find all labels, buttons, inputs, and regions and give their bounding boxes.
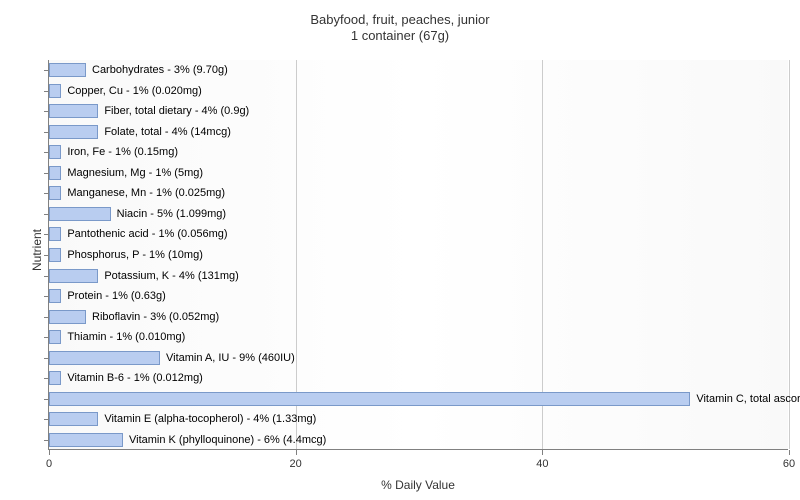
data-bar	[49, 125, 98, 139]
x-tick	[49, 450, 50, 455]
data-bar	[49, 248, 61, 262]
chart-title-line1: Babyfood, fruit, peaches, junior	[0, 12, 800, 27]
data-bar	[49, 104, 98, 118]
data-bar	[49, 371, 61, 385]
bar-label: Thiamin - 1% (0.010mg)	[61, 330, 185, 344]
bar-label: Protein - 1% (0.63g)	[61, 289, 165, 303]
bar-label: Vitamin C, total ascorbic acid - 52% (30…	[690, 392, 800, 406]
data-bar	[49, 84, 61, 98]
bar-label: Phosphorus, P - 1% (10mg)	[61, 248, 203, 262]
bar-label: Riboflavin - 3% (0.052mg)	[86, 310, 219, 324]
data-bar	[49, 330, 61, 344]
data-bar	[49, 227, 61, 241]
data-bar	[49, 63, 86, 77]
data-bar	[49, 412, 98, 426]
x-tick	[542, 450, 543, 455]
bar-label: Magnesium, Mg - 1% (5mg)	[61, 166, 203, 180]
bar-label: Vitamin B-6 - 1% (0.012mg)	[61, 371, 203, 385]
data-bar	[49, 186, 61, 200]
chart-title-line2: 1 container (67g)	[0, 28, 800, 43]
bar-label: Potassium, K - 4% (131mg)	[98, 269, 239, 283]
bar-label: Vitamin A, IU - 9% (460IU)	[160, 351, 295, 365]
x-tick-label: 0	[46, 458, 52, 470]
x-tick	[789, 450, 790, 455]
bar-label: Carbohydrates - 3% (9.70g)	[86, 63, 228, 77]
gridline	[296, 60, 297, 449]
data-bar	[49, 166, 61, 180]
bar-label: Manganese, Mn - 1% (0.025mg)	[61, 186, 225, 200]
data-bar	[49, 433, 123, 447]
x-tick	[296, 450, 297, 455]
x-tick-label: 20	[290, 458, 302, 470]
data-bar	[49, 351, 160, 365]
bar-label: Fiber, total dietary - 4% (0.9g)	[98, 104, 249, 118]
y-axis-label: Nutrient	[30, 229, 44, 271]
x-tick-label: 60	[783, 458, 795, 470]
data-bar	[49, 392, 690, 406]
bar-label: Folate, total - 4% (14mcg)	[98, 125, 231, 139]
gridline	[789, 60, 790, 449]
gridline	[542, 60, 543, 449]
bar-label: Copper, Cu - 1% (0.020mg)	[61, 84, 202, 98]
bar-label: Niacin - 5% (1.099mg)	[111, 207, 226, 221]
data-bar	[49, 207, 111, 221]
bar-label: Pantothenic acid - 1% (0.056mg)	[61, 227, 227, 241]
plot-area: 0204060Carbohydrates - 3% (9.70g)Copper,…	[48, 60, 788, 450]
x-axis-label: % Daily Value	[48, 478, 788, 492]
bar-label: Vitamin E (alpha-tocopherol) - 4% (1.33m…	[98, 412, 316, 426]
data-bar	[49, 145, 61, 159]
bar-label: Vitamin K (phylloquinone) - 6% (4.4mcg)	[123, 433, 326, 447]
data-bar	[49, 269, 98, 283]
bar-label: Iron, Fe - 1% (0.15mg)	[61, 145, 178, 159]
data-bar	[49, 289, 61, 303]
x-tick-label: 40	[536, 458, 548, 470]
data-bar	[49, 310, 86, 324]
